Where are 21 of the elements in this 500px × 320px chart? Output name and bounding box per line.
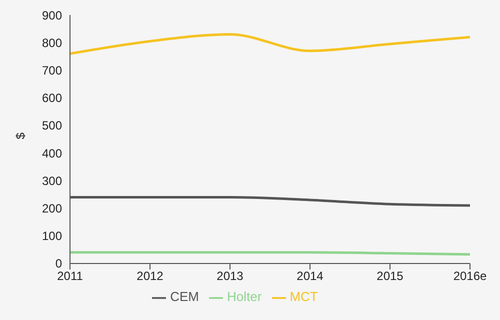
y-tick-label: 700 [42,63,62,78]
y-tick-label: 400 [42,146,62,160]
x-tick-label: 2015 [376,268,404,283]
x-tick-label: 2013 [216,268,244,283]
y-tick-label: 100 [42,229,62,244]
line-series [68,33,472,55]
y-axis-title: $ [13,132,28,140]
y-tick-label: 900 [42,8,62,22]
x-tick-label: 2016e [453,268,488,283]
y-tick-label: 800 [42,36,62,50]
x-tick-label: 2012 [136,268,164,283]
y-tick-label: 500 [42,118,62,133]
x-tick-label: 2011 [57,268,84,283]
y-tick-label: 600 [42,91,62,106]
y-tick-label: 0 [55,256,62,271]
legend-label: Holter [227,289,262,304]
x-tick-label: 2014 [296,268,324,283]
legend-label: CEM [170,289,200,304]
legend-label: MCT [290,289,318,304]
y-tick-label: 300 [42,174,62,188]
y-tick-label: 200 [42,201,62,216]
